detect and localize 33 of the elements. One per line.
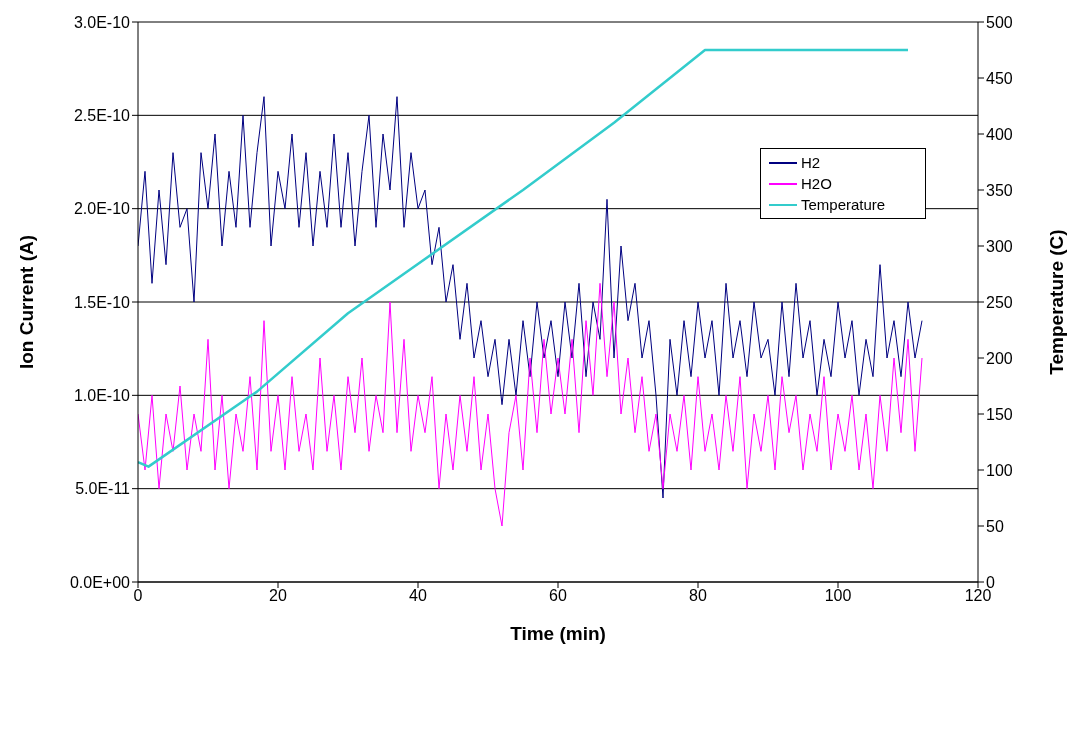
y-tick-label: 0.0E+00	[69, 573, 131, 591]
y-tick-label: 3.0E-10	[73, 13, 131, 31]
x-tick-label: 80	[689, 587, 707, 605]
y2-tick-label: 200	[986, 349, 1013, 367]
y2-tick-label: 500	[986, 13, 1013, 31]
y-tick-label: 2.5E-10	[73, 107, 131, 125]
x-tick-label: 40	[409, 587, 427, 605]
x-tick-label: 60	[549, 587, 567, 605]
line-series	[138, 282, 923, 527]
y-tick-label: 1.0E-10	[73, 387, 131, 405]
y2-tick-label: 100	[986, 461, 1013, 479]
y2-tick-label: 250	[986, 293, 1013, 311]
x-tick-label: 100	[824, 587, 852, 605]
y2-tick-label: 450	[986, 69, 1013, 87]
x-axis-title: Time (min)	[510, 623, 606, 644]
line-series	[138, 48, 910, 468]
y-tick-label: 5.0E-11	[75, 480, 131, 498]
legend-label: H2	[801, 154, 821, 171]
y2-tick-label: 300	[986, 237, 1013, 255]
y2-tick-label: 50	[986, 517, 1004, 535]
legend-label: Temperature	[801, 196, 886, 213]
y2-tick-label: 350	[986, 181, 1013, 199]
y-tick-label: 2.0E-10	[73, 200, 131, 218]
y2-tick-label: 150	[986, 405, 1013, 423]
y2-tick-label: 400	[986, 125, 1013, 143]
x-tick-label: 120	[964, 587, 992, 605]
y-tick-label: 1.5E-10	[73, 293, 131, 311]
legend-label: H2O	[801, 175, 832, 192]
y-axis-title: Ion Current (A)	[15, 234, 37, 370]
line-series	[138, 96, 923, 499]
x-tick-label: 20	[269, 587, 287, 605]
y2-axis-title: Temperature (C)	[1045, 229, 1067, 375]
x-tick-label: 0	[133, 587, 143, 605]
